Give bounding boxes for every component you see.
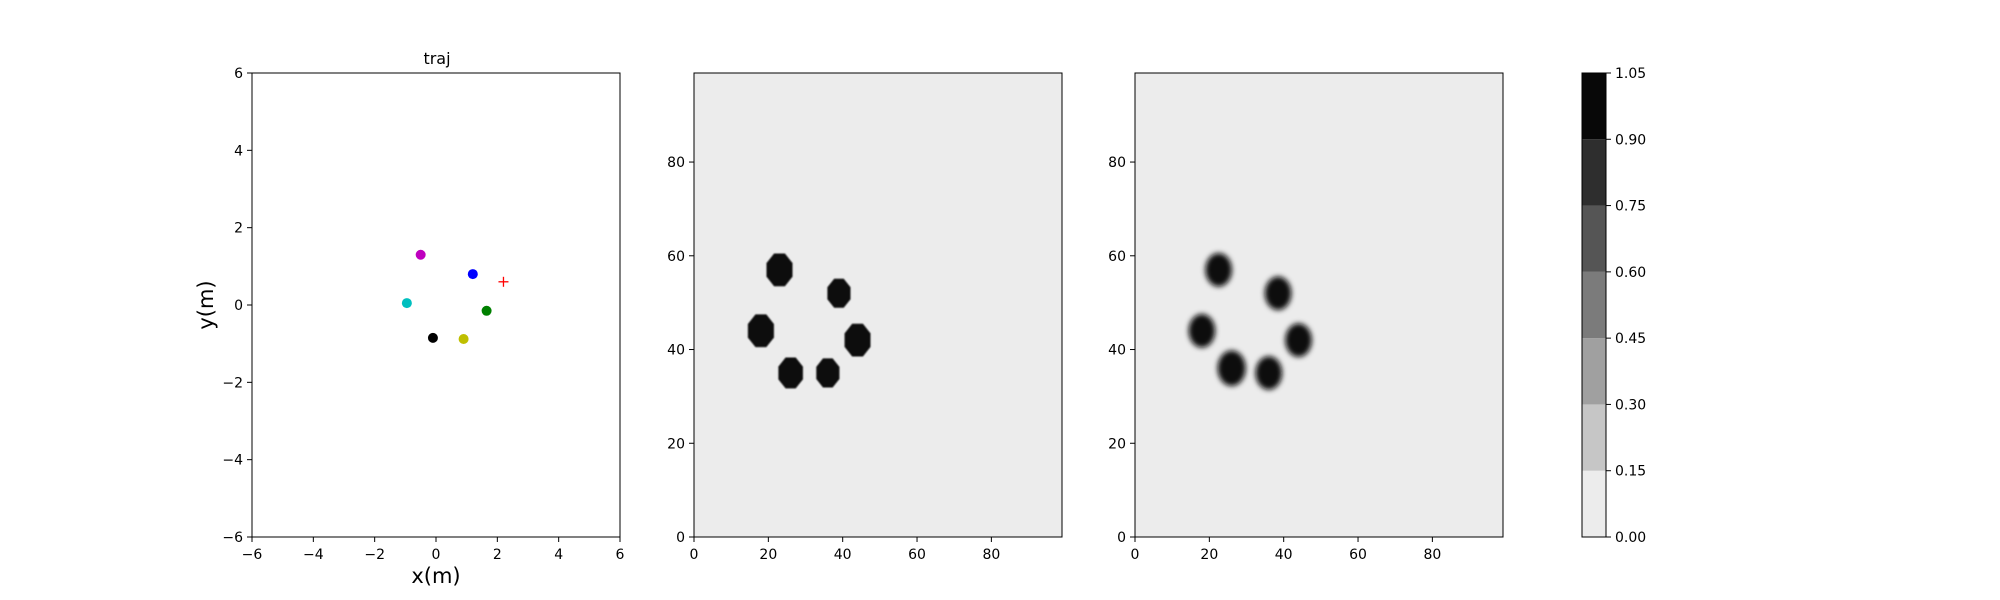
- map-panel-soft: 0 20 40 60 80 0 20 40 60 80: [1108, 72, 1504, 563]
- colorbar-tick-label: 1.05: [1615, 66, 1646, 82]
- colorbar-tick-label: 0.00: [1615, 530, 1646, 546]
- traj-y-label: y(m): [194, 280, 218, 329]
- colorbar-tick-label: 0.75: [1615, 199, 1646, 215]
- target-marker: [498, 276, 509, 287]
- colorbar-band: [1582, 205, 1606, 272]
- y-tick-label: −4: [222, 453, 243, 469]
- colorbar-band: [1582, 73, 1606, 140]
- colorbar-bands: [1582, 73, 1606, 537]
- map-soft-blobs: [1188, 253, 1312, 390]
- y-tick-label: 4: [234, 143, 243, 159]
- y-tick-label: 0: [234, 298, 243, 314]
- y-tick-label: 0: [676, 530, 685, 546]
- x-tick-label: 40: [1275, 547, 1293, 563]
- y-tick-label: 2: [234, 221, 243, 237]
- x-tick-label: 20: [759, 547, 777, 563]
- colorbar-ticks: 0.00 0.15 0.30 0.45 0.60 0.75 0.90 1.05: [1606, 66, 1646, 546]
- traj-title: traj: [423, 49, 450, 68]
- colorbar-band: [1582, 470, 1606, 537]
- map-soft-x-ticks: 0 20 40 60 80: [1131, 537, 1441, 563]
- x-tick-label: 0: [432, 547, 441, 563]
- colorbar-band: [1582, 139, 1606, 206]
- y-tick-label: 40: [1108, 343, 1126, 359]
- x-tick-label: 80: [982, 547, 1000, 563]
- colorbar-tick-label: 0.15: [1615, 464, 1646, 480]
- map-soft-background: [1135, 73, 1503, 537]
- occupancy-blob: [816, 358, 840, 388]
- trajectory-point: [427, 332, 438, 343]
- trajectory-point: [467, 269, 478, 280]
- x-tick-label: 40: [834, 547, 852, 563]
- traj-panel: traj −6 −4 −2 0 2 4 6 −6 −4 −2 0 2 4 6 x(m) y(m): [194, 49, 625, 588]
- traj-plot-area: [251, 72, 621, 538]
- x-tick-label: 20: [1200, 547, 1218, 563]
- map-sharp-background: [694, 73, 1062, 537]
- x-tick-label: 0: [690, 547, 699, 563]
- occupancy-blob: [844, 323, 871, 357]
- x-tick-label: 6: [616, 547, 625, 563]
- y-tick-label: 20: [667, 436, 685, 452]
- occupancy-blob: [778, 357, 803, 389]
- traj-points: [401, 249, 509, 345]
- map-soft-frame: [1134, 72, 1504, 538]
- colorbar-band: [1582, 404, 1606, 471]
- colorbar-tick-label: 0.30: [1615, 397, 1646, 413]
- y-tick-label: 60: [667, 249, 685, 265]
- colorbar-tick-label: 0.90: [1615, 132, 1646, 148]
- colorbar-frame: [1581, 72, 1607, 538]
- map-sharp-blobs: [747, 253, 871, 389]
- colorbar: 0.00 0.15 0.30 0.45 0.60 0.75 0.90 1.05: [1581, 66, 1646, 546]
- trajectory-point: [415, 249, 426, 260]
- y-tick-label: −6: [222, 530, 243, 546]
- map-sharp-x-ticks: 0 20 40 60 80: [690, 537, 1000, 563]
- occupancy-blob: [1264, 276, 1292, 311]
- occupancy-blob: [766, 253, 793, 287]
- colorbar-band: [1582, 271, 1606, 339]
- colorbar-tick-label: 0.60: [1615, 265, 1646, 281]
- colorbar-band: [1582, 338, 1606, 405]
- occupancy-blob: [827, 278, 851, 308]
- y-tick-label: 80: [667, 155, 685, 171]
- x-tick-label: 4: [554, 547, 563, 563]
- y-tick-label: 60: [1108, 249, 1126, 265]
- y-tick-label: 6: [234, 66, 243, 82]
- occupancy-blob: [1255, 356, 1283, 390]
- colorbar-tick-label: 0.45: [1615, 331, 1646, 347]
- x-tick-label: 0: [1131, 547, 1140, 563]
- x-tick-label: 60: [1349, 547, 1367, 563]
- x-tick-label: −4: [303, 547, 324, 563]
- occupancy-blob: [747, 314, 774, 348]
- x-tick-label: −2: [364, 547, 385, 563]
- x-tick-label: −6: [242, 547, 263, 563]
- y-tick-label: 0: [1117, 530, 1126, 546]
- traj-x-ticks: −6 −4 −2 0 2 4 6: [242, 537, 625, 563]
- occupancy-blob: [1217, 350, 1246, 386]
- trajectory-point: [481, 305, 492, 316]
- y-tick-label: −2: [222, 375, 243, 391]
- y-tick-label: 80: [1108, 155, 1126, 171]
- trajectory-point: [458, 334, 469, 345]
- map-sharp-y-ticks: 0 20 40 60 80: [667, 155, 694, 546]
- x-tick-label: 80: [1423, 547, 1441, 563]
- map-sharp-frame: [693, 72, 1063, 538]
- x-tick-label: 2: [493, 547, 502, 563]
- occupancy-blob: [1188, 314, 1216, 348]
- y-tick-label: 40: [667, 343, 685, 359]
- map-panel-sharp: 0 20 40 60 80 0 20 40 60 80: [667, 72, 1063, 563]
- trajectory-point: [401, 298, 412, 309]
- map-soft-y-ticks: 0 20 40 60 80: [1108, 155, 1135, 546]
- occupancy-blob: [1285, 323, 1312, 357]
- y-tick-label: 20: [1108, 436, 1126, 452]
- x-tick-label: 60: [908, 547, 926, 563]
- traj-y-ticks: −6 −4 −2 0 2 4 6: [222, 66, 252, 546]
- traj-x-label: x(m): [411, 564, 460, 588]
- occupancy-blob: [1205, 253, 1232, 287]
